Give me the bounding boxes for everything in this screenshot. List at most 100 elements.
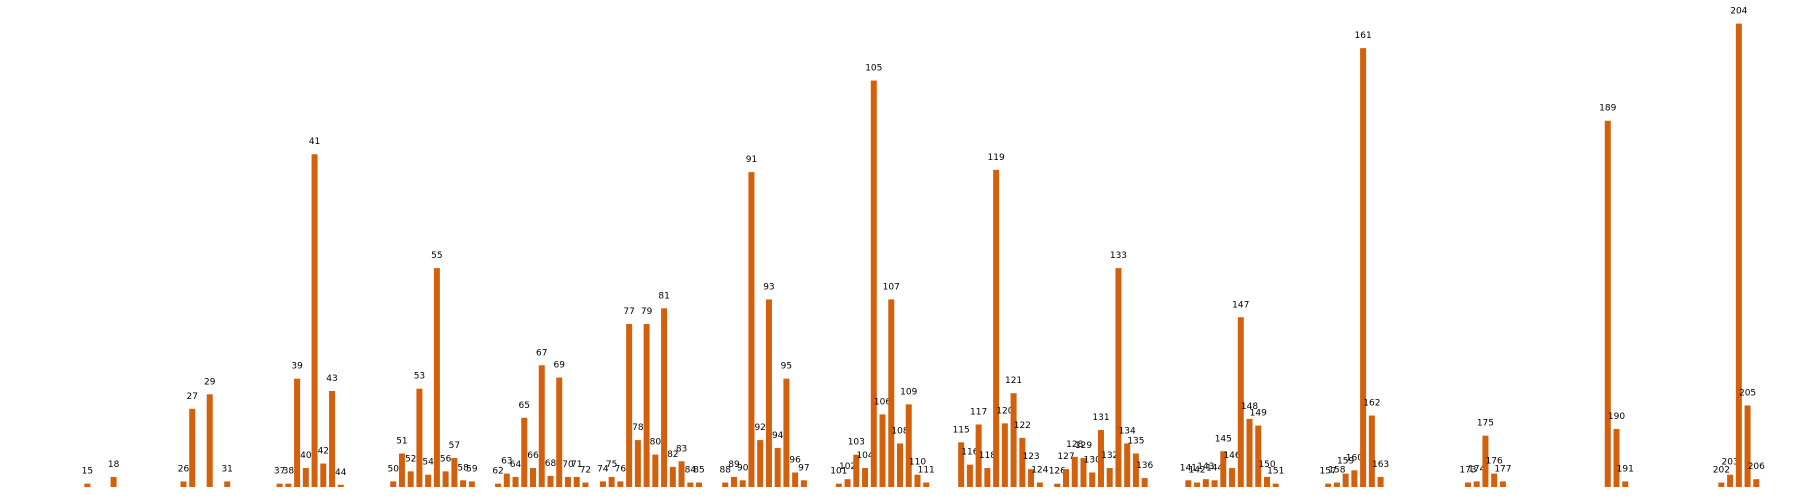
bar xyxy=(495,483,502,487)
bar-label: 206 xyxy=(1748,462,1765,472)
bar-label: 161 xyxy=(1355,31,1372,41)
bar-label: 39 xyxy=(291,362,303,372)
bar xyxy=(442,471,449,487)
bar-label: 31 xyxy=(221,464,232,474)
bar-label: 40 xyxy=(300,451,312,461)
bar xyxy=(1106,468,1113,487)
bar xyxy=(722,482,729,487)
bar-label: 26 xyxy=(178,464,190,474)
bar xyxy=(521,417,528,487)
bar xyxy=(905,404,912,487)
bar-label: 160 xyxy=(1346,453,1363,463)
bar-label: 177 xyxy=(1494,464,1511,474)
bar-label: 123 xyxy=(1022,452,1039,462)
bar xyxy=(975,424,982,487)
bar xyxy=(1263,476,1270,487)
bar xyxy=(1036,482,1043,487)
bar xyxy=(1202,479,1209,487)
bar-label: 56 xyxy=(440,454,452,464)
bar-label: 18 xyxy=(108,460,120,470)
bar-label: 176 xyxy=(1486,457,1503,467)
bar xyxy=(433,268,440,487)
bar-label: 15 xyxy=(82,467,93,477)
bar xyxy=(206,394,213,487)
bar-label: 91 xyxy=(746,155,757,165)
bar xyxy=(765,299,772,487)
bar-label: 126 xyxy=(1049,467,1066,477)
bar-label: 202 xyxy=(1713,466,1730,476)
bar-label: 37 xyxy=(274,467,285,477)
bar xyxy=(1185,480,1192,487)
bar-label: 129 xyxy=(1075,441,1092,451)
bar-label: 95 xyxy=(781,362,792,372)
bar xyxy=(189,408,196,487)
bar xyxy=(1718,482,1725,487)
bar-label: 157 xyxy=(1320,467,1337,477)
bar xyxy=(1622,481,1629,487)
bar xyxy=(224,481,231,487)
bar-label: 67 xyxy=(536,348,547,358)
bar xyxy=(966,464,973,487)
bar-label: 71 xyxy=(571,460,582,470)
bar-label: 131 xyxy=(1092,413,1109,423)
bar xyxy=(599,481,606,487)
bar-label: 93 xyxy=(763,282,774,292)
bar xyxy=(792,472,799,487)
bar-label: 144 xyxy=(1206,463,1223,473)
bar xyxy=(897,443,903,487)
bar xyxy=(1499,481,1506,487)
bar-label: 132 xyxy=(1101,451,1118,461)
bar-label: 80 xyxy=(650,438,662,448)
bar-label: 53 xyxy=(414,372,425,382)
bar xyxy=(1613,428,1620,487)
bar xyxy=(1124,443,1131,487)
bar-label: 145 xyxy=(1215,434,1232,444)
bar-label: 159 xyxy=(1337,457,1354,467)
bar xyxy=(739,480,746,487)
bar-label: 150 xyxy=(1258,460,1275,470)
bar-label: 117 xyxy=(970,407,987,417)
bar xyxy=(1360,48,1367,488)
bar xyxy=(879,414,886,487)
bar xyxy=(1377,476,1384,487)
bar-label: 65 xyxy=(519,401,530,411)
bar-label: 55 xyxy=(431,251,442,261)
bar-label: 92 xyxy=(754,423,765,433)
bar-label: 54 xyxy=(422,458,434,468)
bar-label: 142 xyxy=(1188,466,1205,476)
bar-label: 103 xyxy=(848,438,865,448)
bar xyxy=(564,476,571,487)
bar xyxy=(1141,478,1148,487)
bar-label: 84 xyxy=(685,466,697,476)
bar-label: 190 xyxy=(1608,412,1625,422)
bar xyxy=(853,454,860,487)
bar xyxy=(407,471,414,487)
bar-label: 68 xyxy=(545,459,557,469)
bar xyxy=(748,172,755,487)
bar-label: 133 xyxy=(1110,251,1127,261)
bar xyxy=(1246,418,1253,487)
bar-label: 121 xyxy=(1005,376,1022,386)
bar xyxy=(1071,456,1078,487)
bar xyxy=(1473,481,1480,487)
bar-label: 147 xyxy=(1232,300,1249,310)
bar-label: 116 xyxy=(961,448,978,458)
bar xyxy=(582,482,589,487)
bar-label: 79 xyxy=(641,307,653,317)
bar-label: 74 xyxy=(597,464,609,474)
bar-label: 75 xyxy=(606,460,617,470)
bar-label: 58 xyxy=(457,463,469,473)
bar xyxy=(870,80,877,488)
bar xyxy=(512,476,519,487)
bar-label: 66 xyxy=(527,451,539,461)
bar-label: 41 xyxy=(309,137,320,147)
bar xyxy=(1744,405,1751,487)
bar xyxy=(468,481,475,487)
bar xyxy=(1194,482,1201,487)
bar-label: 189 xyxy=(1599,104,1616,114)
bar xyxy=(1010,393,1017,487)
bar xyxy=(617,481,624,487)
bar-label: 141 xyxy=(1180,463,1197,473)
bar xyxy=(1727,474,1734,487)
